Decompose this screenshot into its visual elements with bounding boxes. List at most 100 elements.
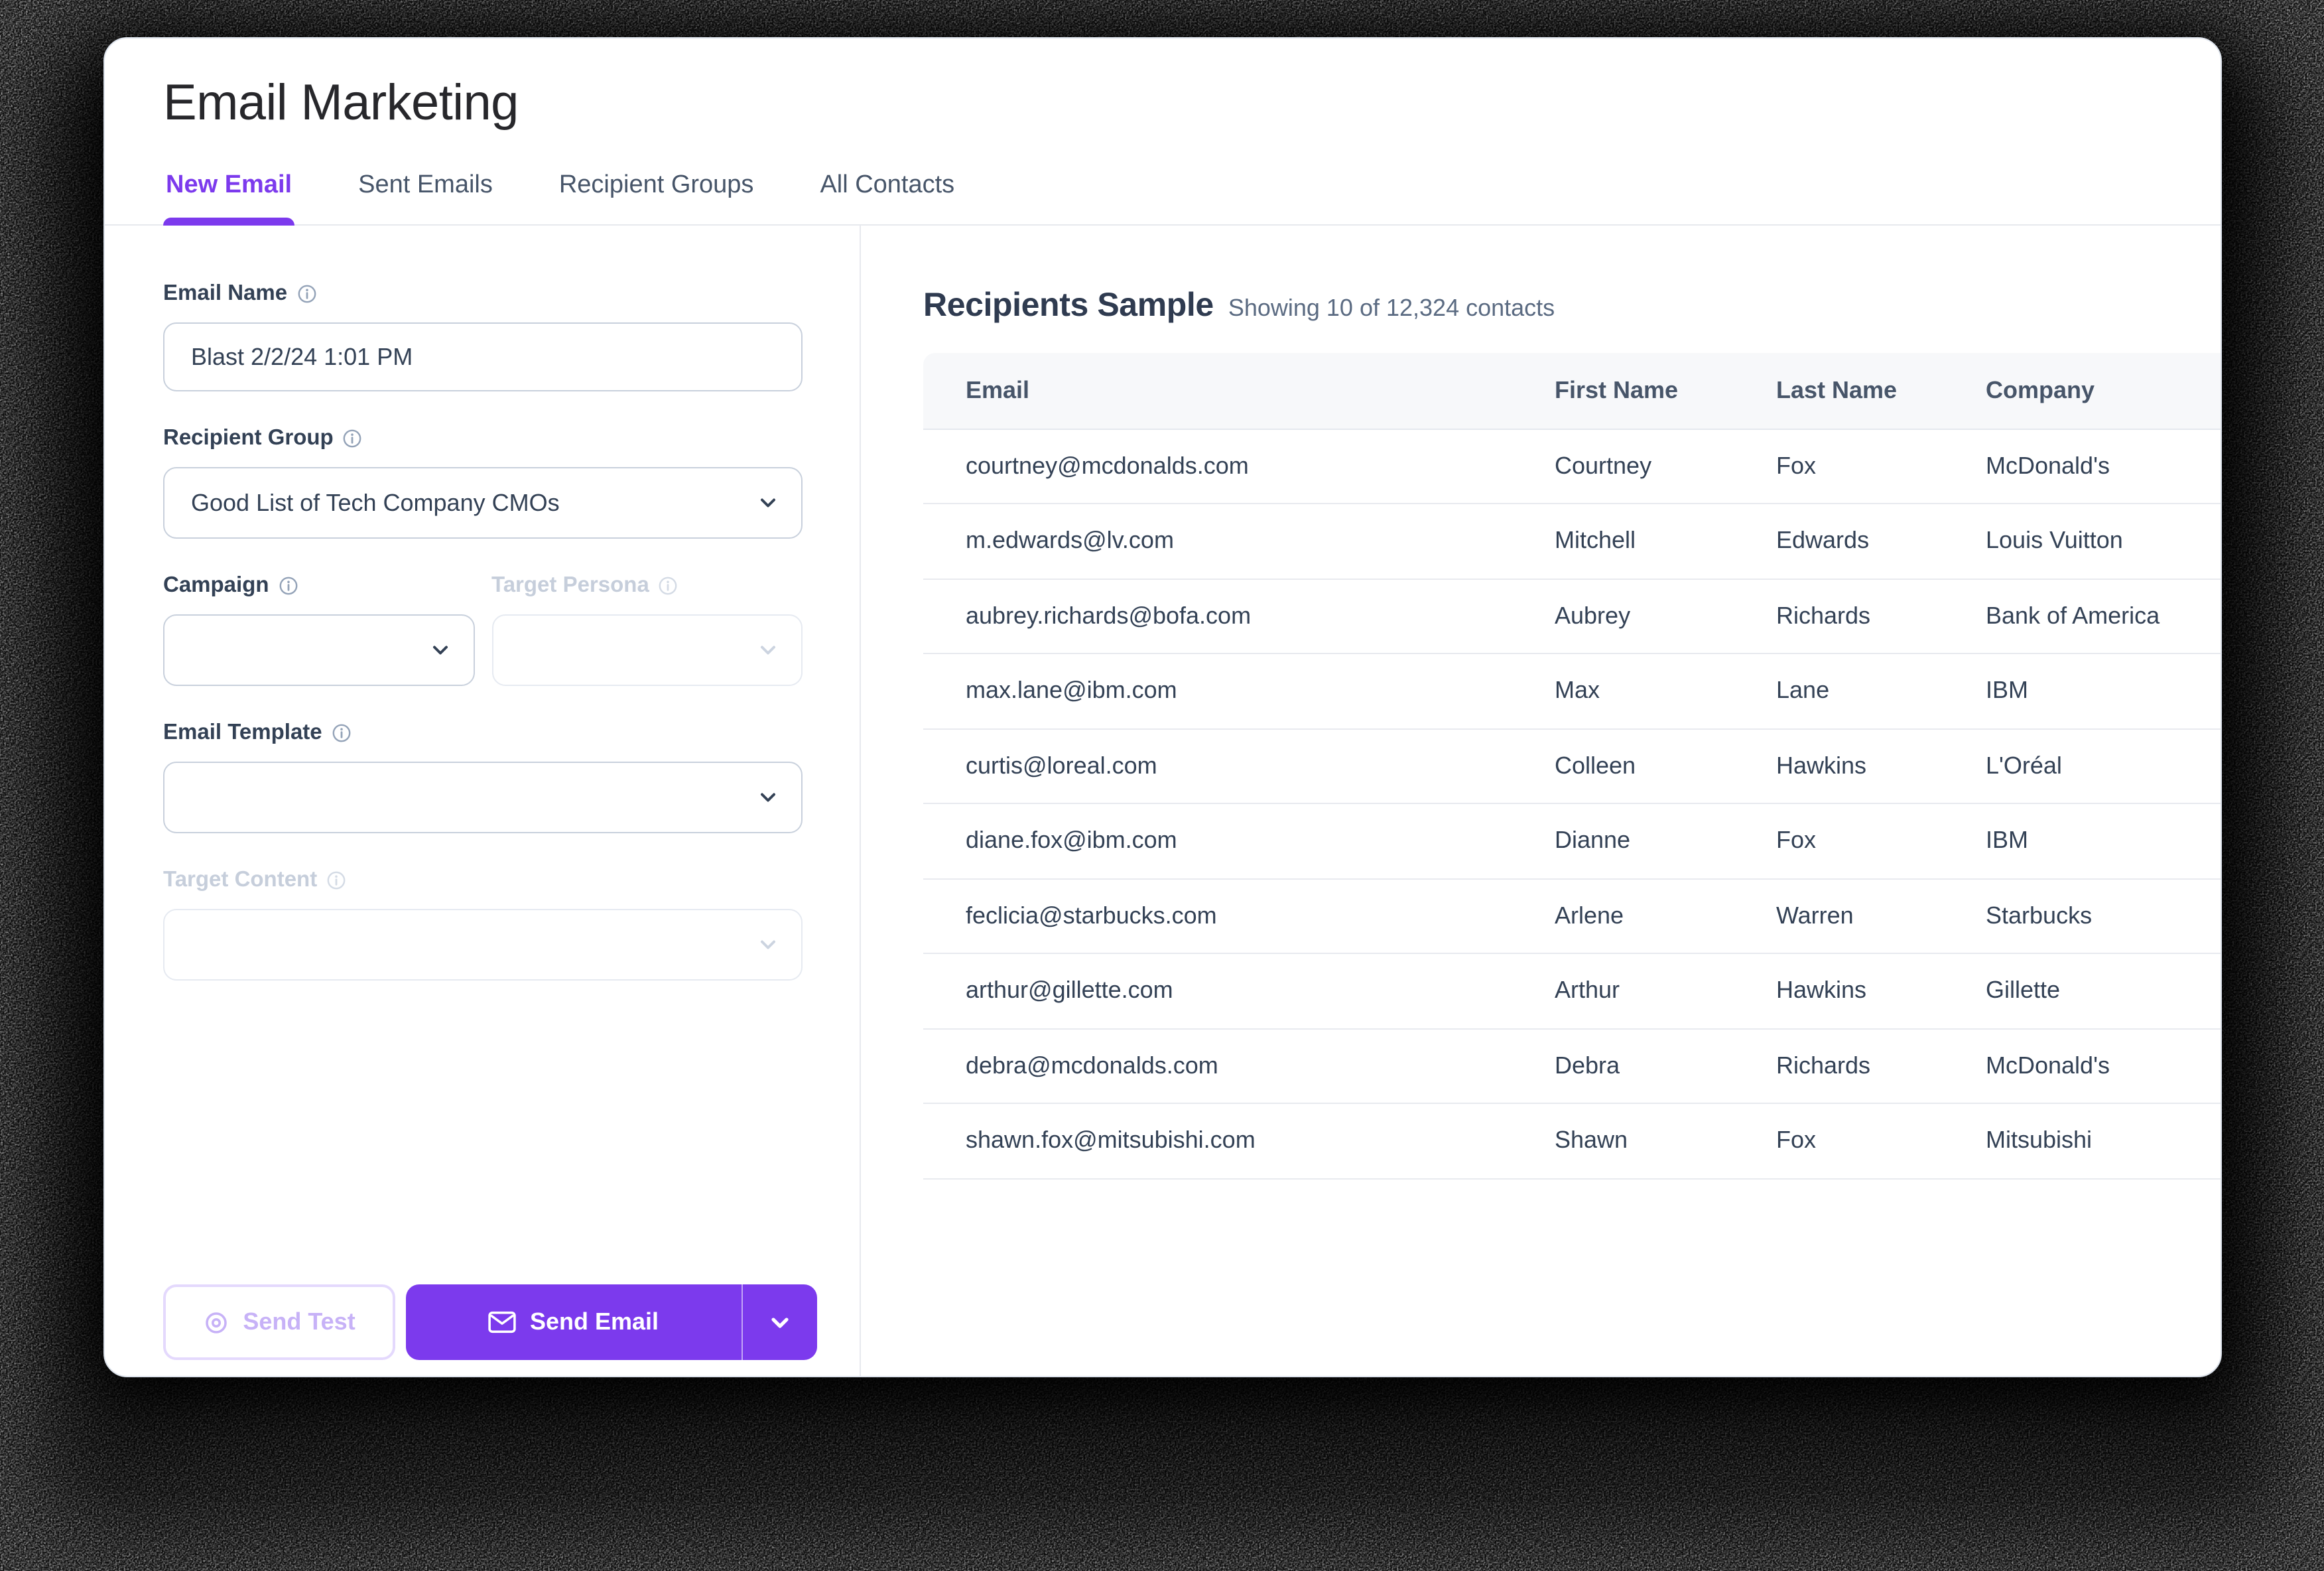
cell-first-name: Shawn: [1555, 1103, 1776, 1179]
send-email-split-button: Send Email: [406, 1284, 817, 1360]
info-icon[interactable]: [332, 723, 352, 743]
target-content-field-group: Target Content: [163, 868, 803, 981]
cell-company: Gillette: [1986, 953, 2221, 1029]
cell-first-name: Dianne: [1555, 803, 1776, 879]
table-row: aubrey.richards@bofa.com Aubrey Richards…: [923, 579, 2221, 654]
tab-sent-emails[interactable]: Sent Emails: [358, 171, 493, 199]
target-content-select: [163, 909, 803, 981]
page-title: Email Marketing: [163, 76, 519, 131]
cell-email: aubrey.richards@bofa.com: [923, 579, 1555, 654]
target-content-label: Target Content: [163, 868, 318, 892]
recipient-group-label: Recipient Group: [163, 426, 334, 450]
app-card: Email Marketing New Email Sent Emails Re…: [103, 37, 2222, 1377]
target-persona-field-group: Target Persona: [491, 573, 803, 686]
cell-first-name: Arthur: [1555, 953, 1776, 1029]
form-actions: Send Test Send Email: [163, 1284, 817, 1360]
recipients-heading-row: Recipients Sample Showing 10 of 12,324 c…: [923, 287, 2221, 325]
card-body: Email Name Recipient Group: [105, 226, 2221, 1376]
info-icon[interactable]: [326, 870, 346, 890]
cell-email: diane.fox@ibm.com: [923, 803, 1555, 879]
chevron-down-icon: [432, 646, 447, 655]
target-persona-select: [491, 614, 803, 686]
column-header-last-name: Last Name: [1776, 353, 1986, 429]
cell-last-name: Fox: [1776, 803, 1986, 879]
cell-email: feclicia@starbucks.com: [923, 878, 1555, 954]
cell-company: L'Oréal: [1986, 728, 2221, 804]
email-template-label: Email Template: [163, 720, 322, 744]
table-row: shawn.fox@mitsubishi.com Shawn Fox Mitsu…: [923, 1103, 2221, 1179]
chevron-down-icon: [761, 793, 775, 802]
cell-email: m.edwards@lv.com: [923, 504, 1555, 579]
cell-company: Bank of America: [1986, 579, 2221, 654]
cell-email: max.lane@ibm.com: [923, 653, 1555, 729]
tab-all-contacts[interactable]: All Contacts: [820, 171, 955, 199]
cell-email: arthur@gillette.com: [923, 953, 1555, 1029]
send-test-button[interactable]: Send Test: [163, 1284, 395, 1360]
cell-company: Mitsubishi: [1986, 1103, 2221, 1179]
tab-bar: New Email Sent Emails Recipient Groups A…: [105, 169, 2221, 226]
cell-company: IBM: [1986, 653, 2221, 729]
cell-last-name: Warren: [1776, 878, 1986, 954]
cell-first-name: Mitchell: [1555, 504, 1776, 579]
tab-recipient-groups[interactable]: Recipient Groups: [558, 171, 754, 199]
table-row: debra@mcdonalds.com Debra Richards McDon…: [923, 1028, 2221, 1104]
email-template-select[interactable]: [163, 762, 803, 833]
email-name-field-group: Email Name: [163, 281, 803, 391]
recipient-group-field-group: Recipient Group Good List of Tech Compan…: [163, 426, 803, 539]
table-row: arthur@gillette.com Arthur Hawkins Gille…: [923, 953, 2221, 1029]
cell-last-name: Richards: [1776, 1028, 1986, 1104]
target-icon: [206, 1312, 227, 1333]
chevron-down-icon: [761, 646, 775, 655]
cell-first-name: Courtney: [1555, 429, 1776, 504]
table-row: courtney@mcdonalds.com Courtney Fox McDo…: [923, 429, 2221, 504]
cell-last-name: Hawkins: [1776, 728, 1986, 804]
table-row: m.edwards@lv.com Mitchell Edwards Louis …: [923, 504, 2221, 579]
info-icon[interactable]: [279, 576, 298, 596]
cell-first-name: Arlene: [1555, 878, 1776, 954]
table-row: curtis@loreal.com Colleen Hawkins L'Oréa…: [923, 728, 2221, 804]
email-form-panel: Email Name Recipient Group: [105, 226, 861, 1376]
send-test-label: Send Test: [243, 1308, 355, 1335]
info-icon[interactable]: [296, 284, 316, 304]
cell-email: shawn.fox@mitsubishi.com: [923, 1103, 1555, 1179]
cell-last-name: Fox: [1776, 429, 1986, 504]
cell-company: McDonald's: [1986, 429, 2221, 504]
cell-company: Starbucks: [1986, 878, 2221, 954]
cell-email: curtis@loreal.com: [923, 728, 1555, 804]
cell-first-name: Debra: [1555, 1028, 1776, 1104]
cell-first-name: Colleen: [1555, 728, 1776, 804]
column-header-company: Company: [1986, 353, 2221, 429]
send-email-button[interactable]: Send Email: [406, 1284, 742, 1360]
campaign-select[interactable]: [163, 614, 474, 686]
table-row: max.lane@ibm.com Max Lane IBM: [923, 653, 2221, 729]
target-persona-label: Target Persona: [491, 573, 649, 597]
cell-last-name: Edwards: [1776, 504, 1986, 579]
recipients-count: Showing 10 of 12,324 contacts: [1228, 295, 1555, 321]
send-email-options-button[interactable]: [742, 1284, 817, 1360]
cell-company: Louis Vuitton: [1986, 504, 2221, 579]
cell-first-name: Aubrey: [1555, 579, 1776, 654]
info-icon[interactable]: [343, 429, 363, 448]
recipients-heading: Recipients Sample: [923, 287, 1214, 324]
email-name-input[interactable]: [163, 322, 803, 391]
campaign-field-group: Campaign: [163, 573, 474, 686]
table-row: diane.fox@ibm.com Dianne Fox IBM: [923, 803, 2221, 879]
table-header-row: Email First Name Last Name Company: [923, 353, 2221, 429]
info-icon[interactable]: [659, 576, 678, 596]
cell-email: courtney@mcdonalds.com: [923, 429, 1555, 504]
cell-last-name: Richards: [1776, 579, 1986, 654]
cell-last-name: Lane: [1776, 653, 1986, 729]
recipients-panel: Recipients Sample Showing 10 of 12,324 c…: [861, 226, 2221, 1376]
recipient-group-select[interactable]: Good List of Tech Company CMOs: [163, 467, 803, 539]
table-row: feclicia@starbucks.com Arlene Warren Sta…: [923, 878, 2221, 954]
envelope-icon: [489, 1311, 517, 1333]
email-name-label: Email Name: [163, 281, 288, 305]
campaign-label: Campaign: [163, 573, 269, 597]
email-template-field-group: Email Template: [163, 720, 803, 833]
cell-company: IBM: [1986, 803, 2221, 879]
chevron-down-icon: [761, 940, 775, 949]
column-header-first-name: First Name: [1555, 353, 1776, 429]
chevron-down-icon: [771, 1317, 789, 1328]
tab-new-email[interactable]: New Email: [163, 169, 295, 226]
